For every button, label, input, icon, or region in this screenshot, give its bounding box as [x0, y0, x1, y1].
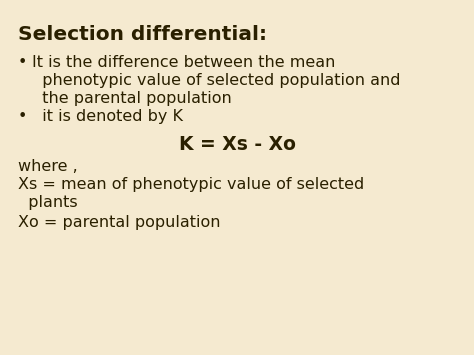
Text: K = Xs - Xo: K = Xs - Xo: [179, 135, 295, 154]
Text: Xs = mean of phenotypic value of selected: Xs = mean of phenotypic value of selecte…: [18, 177, 364, 192]
Text: Selection differential:: Selection differential:: [18, 25, 267, 44]
Text: where ,: where ,: [18, 159, 78, 174]
Text: plants: plants: [18, 195, 78, 210]
Text: It is the difference between the mean: It is the difference between the mean: [32, 55, 336, 70]
Text: it is denoted by K: it is denoted by K: [32, 109, 183, 124]
Text: •: •: [18, 55, 27, 70]
Text: phenotypic value of selected population and: phenotypic value of selected population …: [32, 73, 401, 88]
Text: the parental population: the parental population: [32, 91, 232, 106]
Text: Xo = parental population: Xo = parental population: [18, 215, 220, 230]
Text: •: •: [18, 109, 27, 124]
